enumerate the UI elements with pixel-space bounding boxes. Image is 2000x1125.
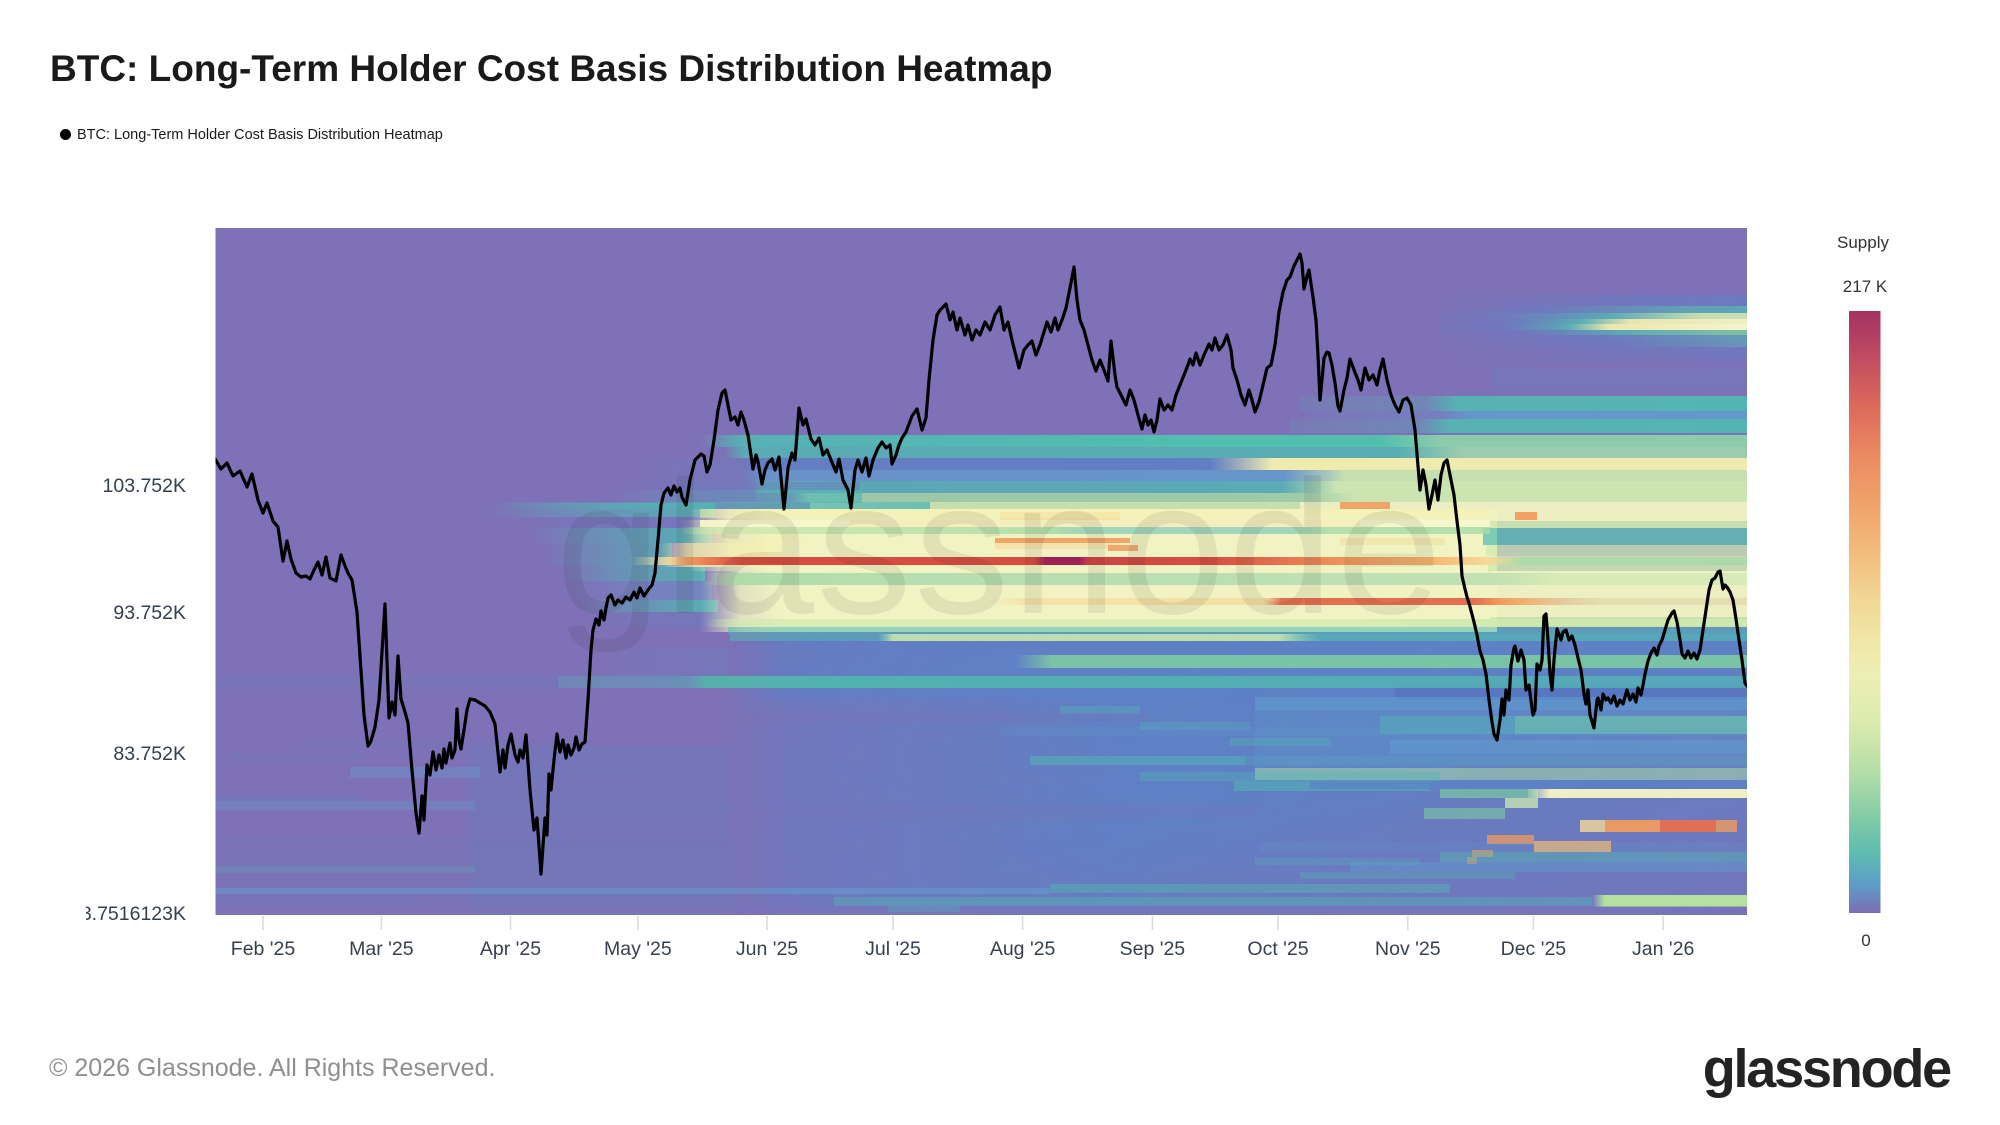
svg-text:glassnode: glassnode	[556, 442, 1445, 654]
